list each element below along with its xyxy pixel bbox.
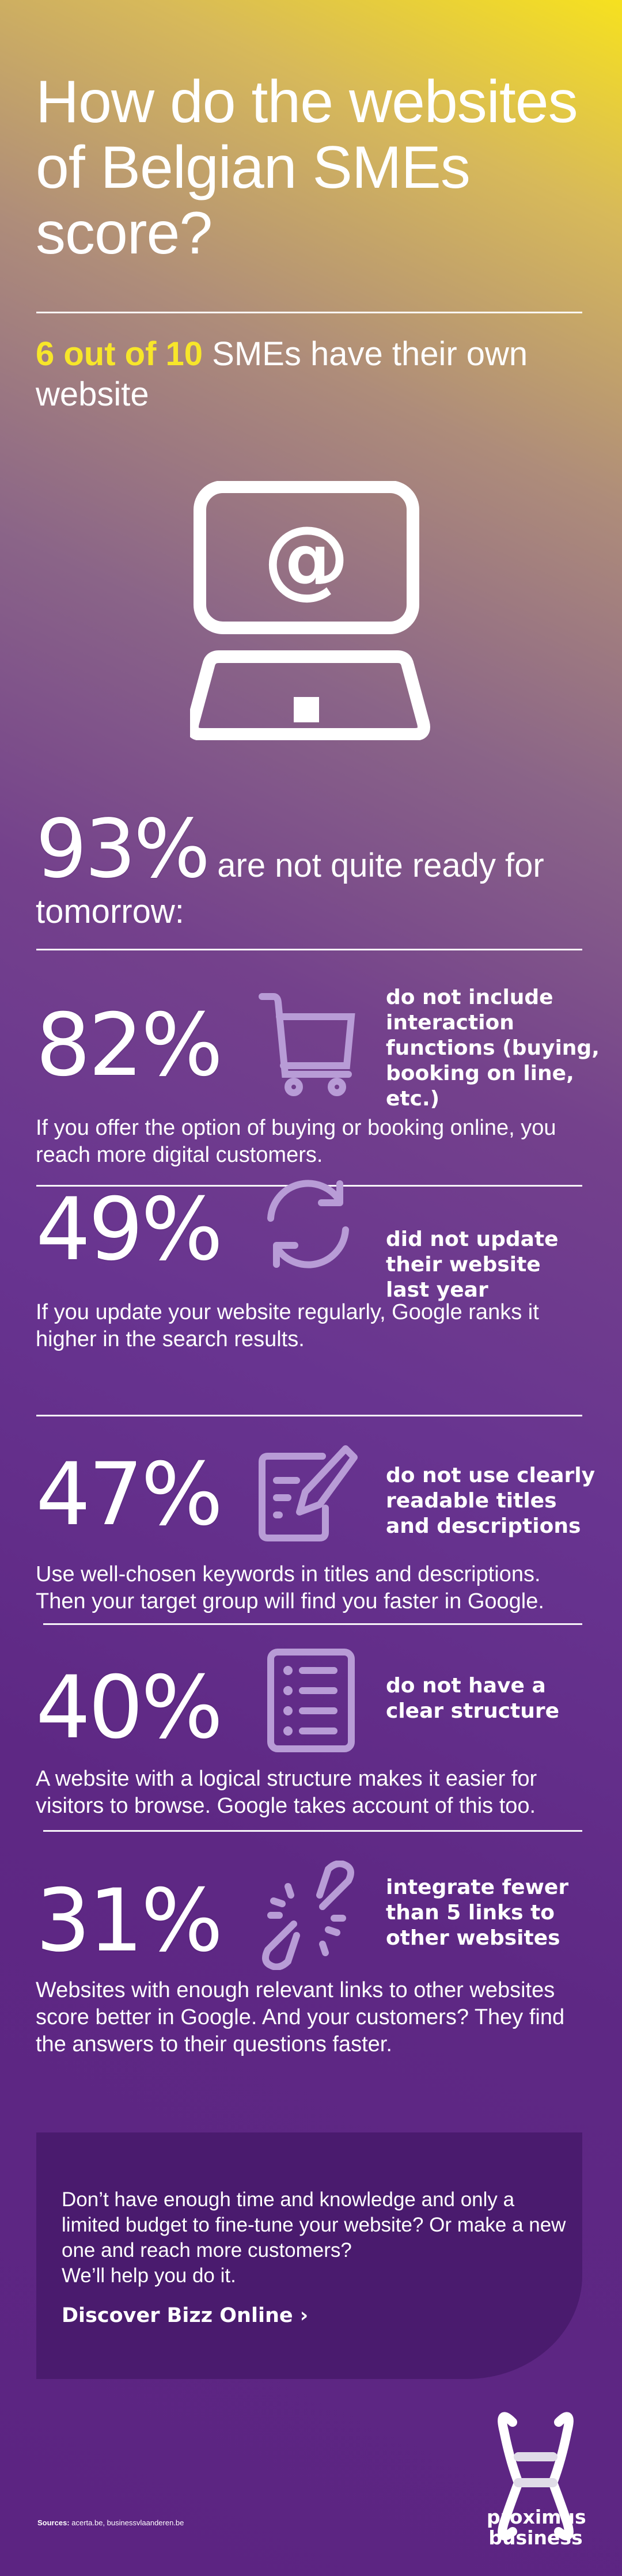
divider: [43, 1623, 582, 1625]
stat-percent: 82%: [36, 995, 223, 1096]
stat-description: did not update their website last year: [386, 1228, 559, 1302]
divider: [43, 1830, 582, 1832]
sources-label: Sources:: [37, 2518, 70, 2527]
stat-percent: 49%: [36, 1180, 223, 1280]
shopping-cart-icon: [259, 993, 355, 1096]
broken-link-icon: [262, 1861, 354, 1970]
stat-description: integrate fewer than 5 links to other we…: [386, 1876, 569, 1950]
discover-bizz-online-link[interactable]: Discover Bizz Online ›: [62, 2304, 308, 2327]
stat-body: A website with a logical structure makes…: [36, 1767, 537, 1818]
cta-link-label: Discover Bizz Online: [62, 2304, 293, 2327]
sources-text: acerta.be, businessvlaanderen.be: [69, 2518, 184, 2527]
ownership-text: SMEs have their own website: [36, 335, 528, 413]
stat-percent: 40%: [36, 1658, 223, 1758]
summary-percent: 93%: [36, 802, 210, 896]
page-title: How do the websites of Belgian SMEs scor…: [36, 69, 578, 267]
cta-box: Don’t have enough time and knowledge and…: [36, 2132, 582, 2379]
stat-percent: 47%: [36, 1445, 223, 1545]
ownership-highlight: 6 out of 10: [36, 335, 203, 373]
proximus-logo: [498, 2412, 574, 2541]
chevron-right-icon: ›: [299, 2304, 309, 2327]
website-ownership-stat: 6 out of 10 SMEs have their own website: [36, 334, 589, 415]
sources: Sources: acerta.be, businessvlaanderen.b…: [37, 2518, 184, 2527]
stat-body: Websites with enough relevant links to o…: [36, 1978, 565, 2056]
stat-description: do not use clearly readable titles and d…: [386, 1464, 596, 1538]
stat-body: If you offer the option of buying or boo…: [36, 1116, 556, 1167]
summary-stat: 93% are not quite ready for tomorrow:: [36, 809, 600, 934]
edit-document-icon: [259, 1445, 358, 1541]
computer-at-icon: @: [190, 481, 430, 740]
list-document-icon: [267, 1649, 355, 1752]
refresh-icon: [267, 1180, 349, 1268]
cta-text-line: Don’t have enough time and knowledge and…: [62, 2188, 566, 2261]
svg-text:@: @: [263, 508, 350, 608]
summary-text: are not quite ready for tomorrow:: [36, 847, 544, 930]
stat-description: do not have a clear structure: [386, 1674, 560, 1723]
stat-body: Use well-chosen keywords in titles and d…: [36, 1562, 544, 1613]
divider: [36, 949, 582, 950]
stat-percent: 31%: [36, 1871, 223, 1971]
stat-description: do not include interaction functions (bu…: [386, 986, 600, 1111]
cta-text-line: We’ll help you do it.: [62, 2264, 236, 2287]
stat-body: If you update your website regularly, Go…: [36, 1300, 539, 1351]
cta-text: Don’t have enough time and knowledge and…: [62, 2187, 568, 2289]
divider: [36, 1415, 582, 1416]
divider: [36, 312, 582, 313]
proximus-business-wordmark: proximus business: [487, 2506, 586, 2549]
